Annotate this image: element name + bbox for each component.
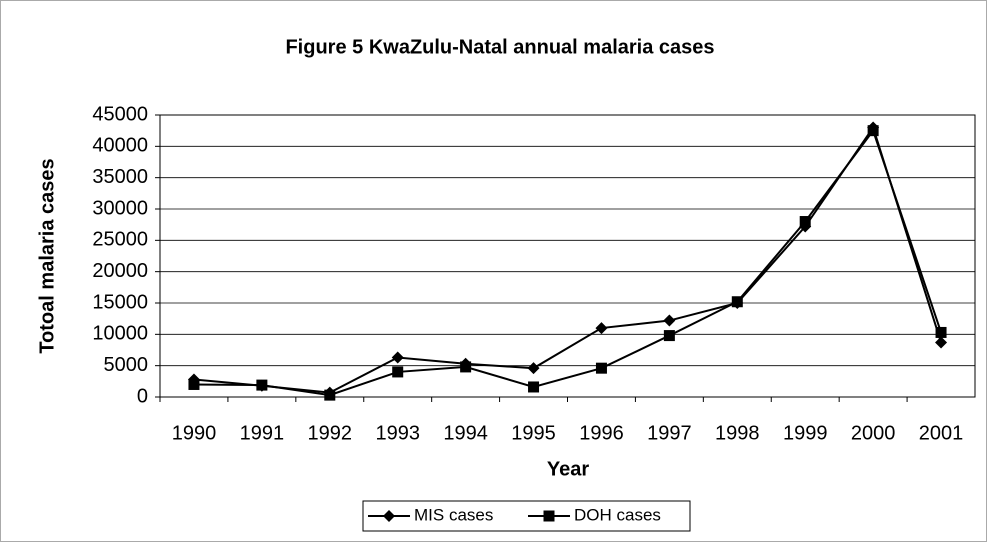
- square-marker: [868, 125, 879, 136]
- x-tick-label: 2001: [919, 422, 964, 444]
- y-tick-label: 15000: [92, 291, 148, 313]
- square-marker: [596, 363, 607, 374]
- y-tick-label: 10000: [92, 323, 148, 345]
- x-tick-label: 1993: [375, 422, 420, 444]
- page: Figure 5 KwaZulu-Natal annual malaria ca…: [0, 0, 987, 542]
- square-marker: [732, 296, 743, 307]
- x-tick-label: 1994: [443, 422, 488, 444]
- y-tick-label: 25000: [92, 229, 148, 251]
- x-tick-label: 1992: [308, 422, 353, 444]
- series-line: [194, 128, 941, 393]
- frame: [1, 1, 987, 542]
- legend-label: MIS cases: [414, 505, 493, 524]
- x-tick-label: 1996: [579, 422, 624, 444]
- square-marker: [256, 380, 267, 391]
- x-tick-label: 1998: [715, 422, 760, 444]
- square-marker: [392, 366, 403, 377]
- diamond-marker: [663, 315, 675, 327]
- square-marker: [544, 511, 555, 522]
- x-tick-label: 1999: [783, 422, 828, 444]
- y-tick-label: 5000: [104, 354, 149, 376]
- y-tick-label: 45000: [92, 103, 148, 125]
- y-tick-label: 30000: [92, 197, 148, 219]
- y-tick-label: 40000: [92, 135, 148, 157]
- square-marker: [324, 390, 335, 401]
- y-tick-label: 0: [137, 385, 148, 407]
- x-tick-label: 2000: [851, 422, 896, 444]
- x-tick-label: 1997: [647, 422, 692, 444]
- series-line: [194, 131, 941, 395]
- diamond-marker: [595, 322, 607, 334]
- x-tick-label: 1995: [511, 422, 556, 444]
- y-axis-title: Totoal malaria cases: [36, 158, 58, 353]
- diamond-marker: [528, 362, 540, 374]
- square-marker: [800, 216, 811, 227]
- legend: MIS cases DOH cases: [363, 501, 690, 531]
- legend-label: DOH cases: [574, 505, 661, 524]
- chart-title: Figure 5 KwaZulu-Natal annual malaria ca…: [285, 36, 714, 58]
- x-tick-label: 1990: [172, 422, 217, 444]
- square-marker: [460, 361, 471, 372]
- diamond-marker: [935, 336, 947, 348]
- square-marker: [528, 381, 539, 392]
- square-marker: [664, 330, 675, 341]
- x-axis-title: Year: [547, 458, 589, 480]
- square-marker: [188, 379, 199, 390]
- y-tick-label: 35000: [92, 166, 148, 188]
- chart: Figure 5 KwaZulu-Natal annual malaria ca…: [0, 0, 987, 542]
- y-tick-label: 20000: [92, 260, 148, 282]
- diamond-marker: [392, 352, 404, 364]
- x-tick-label: 1991: [240, 422, 285, 444]
- square-marker: [936, 327, 947, 338]
